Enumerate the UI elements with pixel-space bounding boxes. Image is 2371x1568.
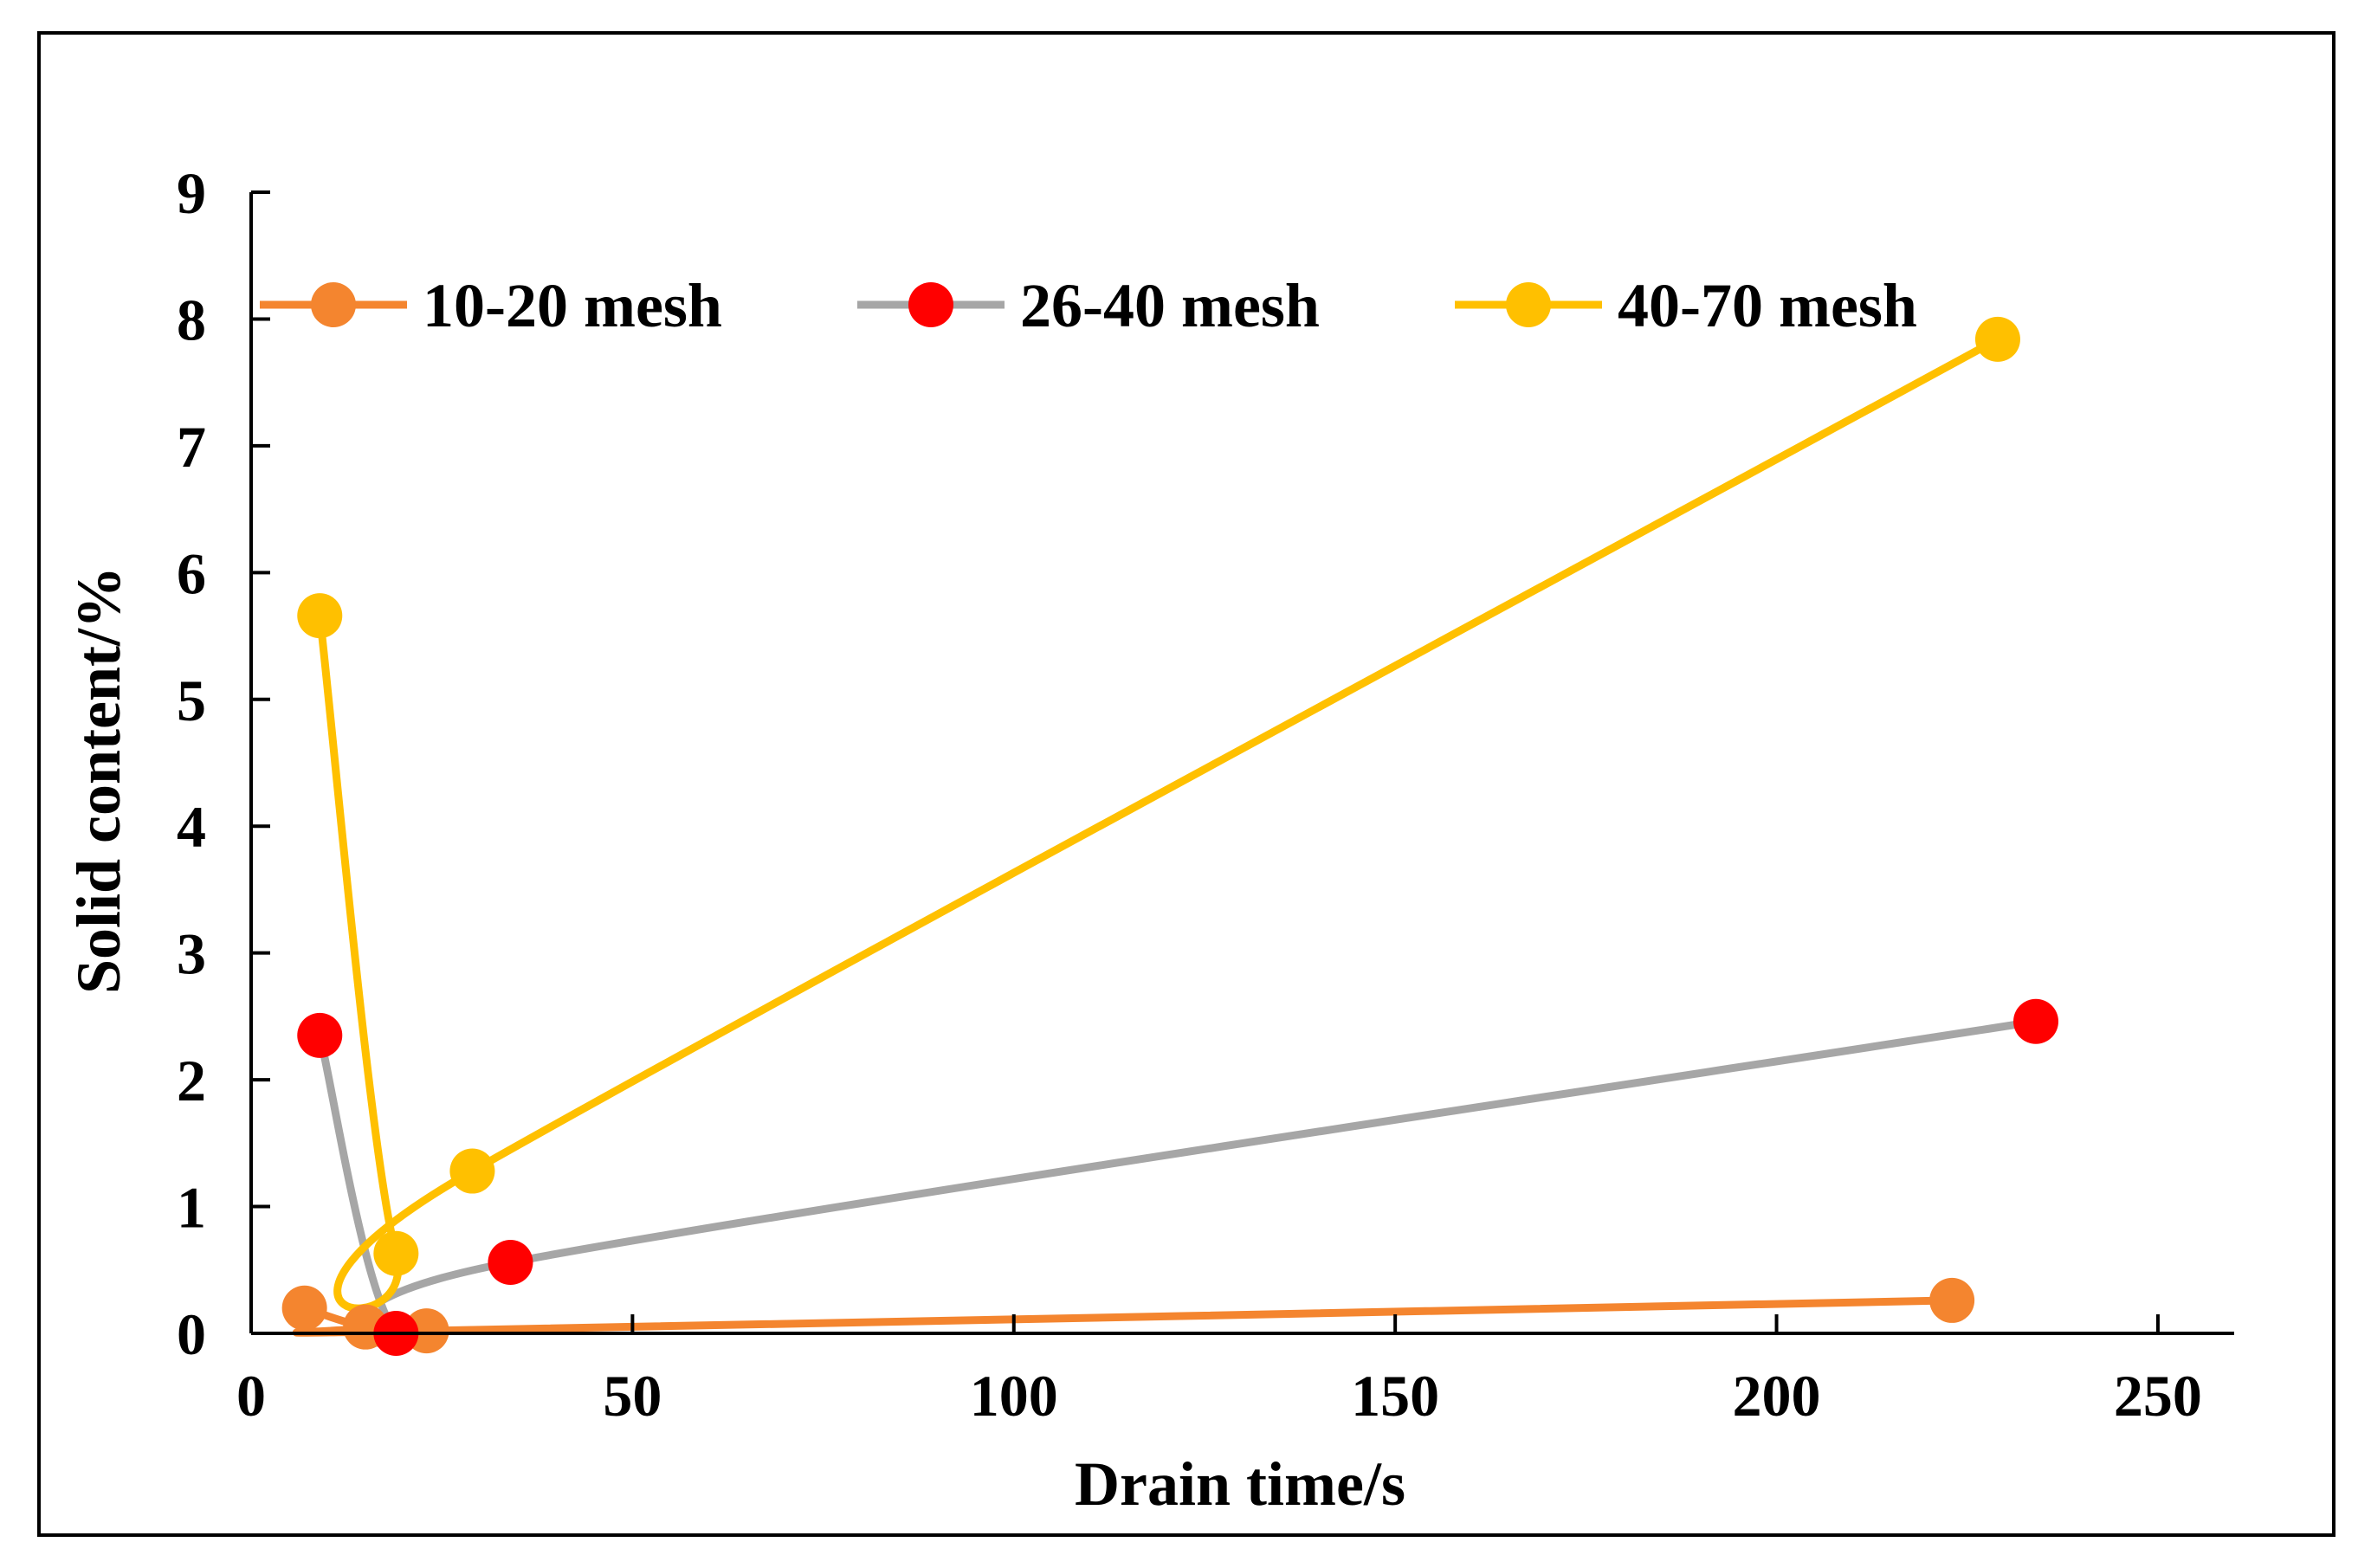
- y-tick-label: 1: [177, 1175, 206, 1241]
- y-tick-label: 4: [177, 794, 206, 860]
- legend-label-1: 26-40 mesh: [1020, 271, 1320, 340]
- y-axis-title: Solid content/%: [64, 566, 133, 994]
- x-tick-label: 50: [603, 1363, 662, 1429]
- data-point: [449, 1148, 495, 1194]
- series-line-2: [315, 335, 2002, 1313]
- legend: 10-20 mesh 26-40 mesh 40-70 mesh: [260, 271, 1917, 340]
- legend-label-0: 10-20 mesh: [423, 271, 722, 340]
- x-tick-label: 250: [2114, 1363, 2202, 1429]
- legend-marker-0: [311, 282, 356, 327]
- axes: 0 1 2 3 4 5 6 7 8 9 0 50 100 150 200 250 Drain time/s Sol…: [64, 160, 2234, 1519]
- x-tick-label: 200: [1733, 1363, 1821, 1429]
- y-tick-label: 0: [177, 1301, 206, 1367]
- data-point: [281, 1285, 327, 1331]
- y-tick-label: 8: [177, 287, 206, 352]
- series-line-1: [315, 1017, 2040, 1350]
- data-point: [488, 1239, 533, 1285]
- plot-area: [281, 316, 2058, 1356]
- x-tick-label: 0: [236, 1363, 266, 1429]
- legend-label-2: 40-70 mesh: [1618, 271, 1917, 340]
- data-point: [1974, 316, 2020, 362]
- x-tick-label: 100: [970, 1363, 1058, 1429]
- data-point: [373, 1230, 419, 1276]
- y-tick-label: 7: [177, 414, 206, 480]
- y-tick-label: 9: [177, 160, 206, 226]
- x-axis-title: Drain time/s: [1075, 1449, 1405, 1519]
- data-point: [2013, 998, 2058, 1044]
- data-point: [1929, 1277, 1975, 1323]
- data-point: [297, 593, 343, 639]
- x-tick-label: 150: [1351, 1363, 1439, 1429]
- y-tick-label: 6: [177, 540, 206, 606]
- y-tick-label: 5: [177, 668, 206, 733]
- data-point: [297, 1012, 343, 1058]
- legend-marker-2: [1506, 282, 1551, 327]
- y-tick-label: 2: [177, 1048, 206, 1113]
- y-tick-label: 3: [177, 921, 206, 987]
- legend-marker-1: [908, 282, 953, 327]
